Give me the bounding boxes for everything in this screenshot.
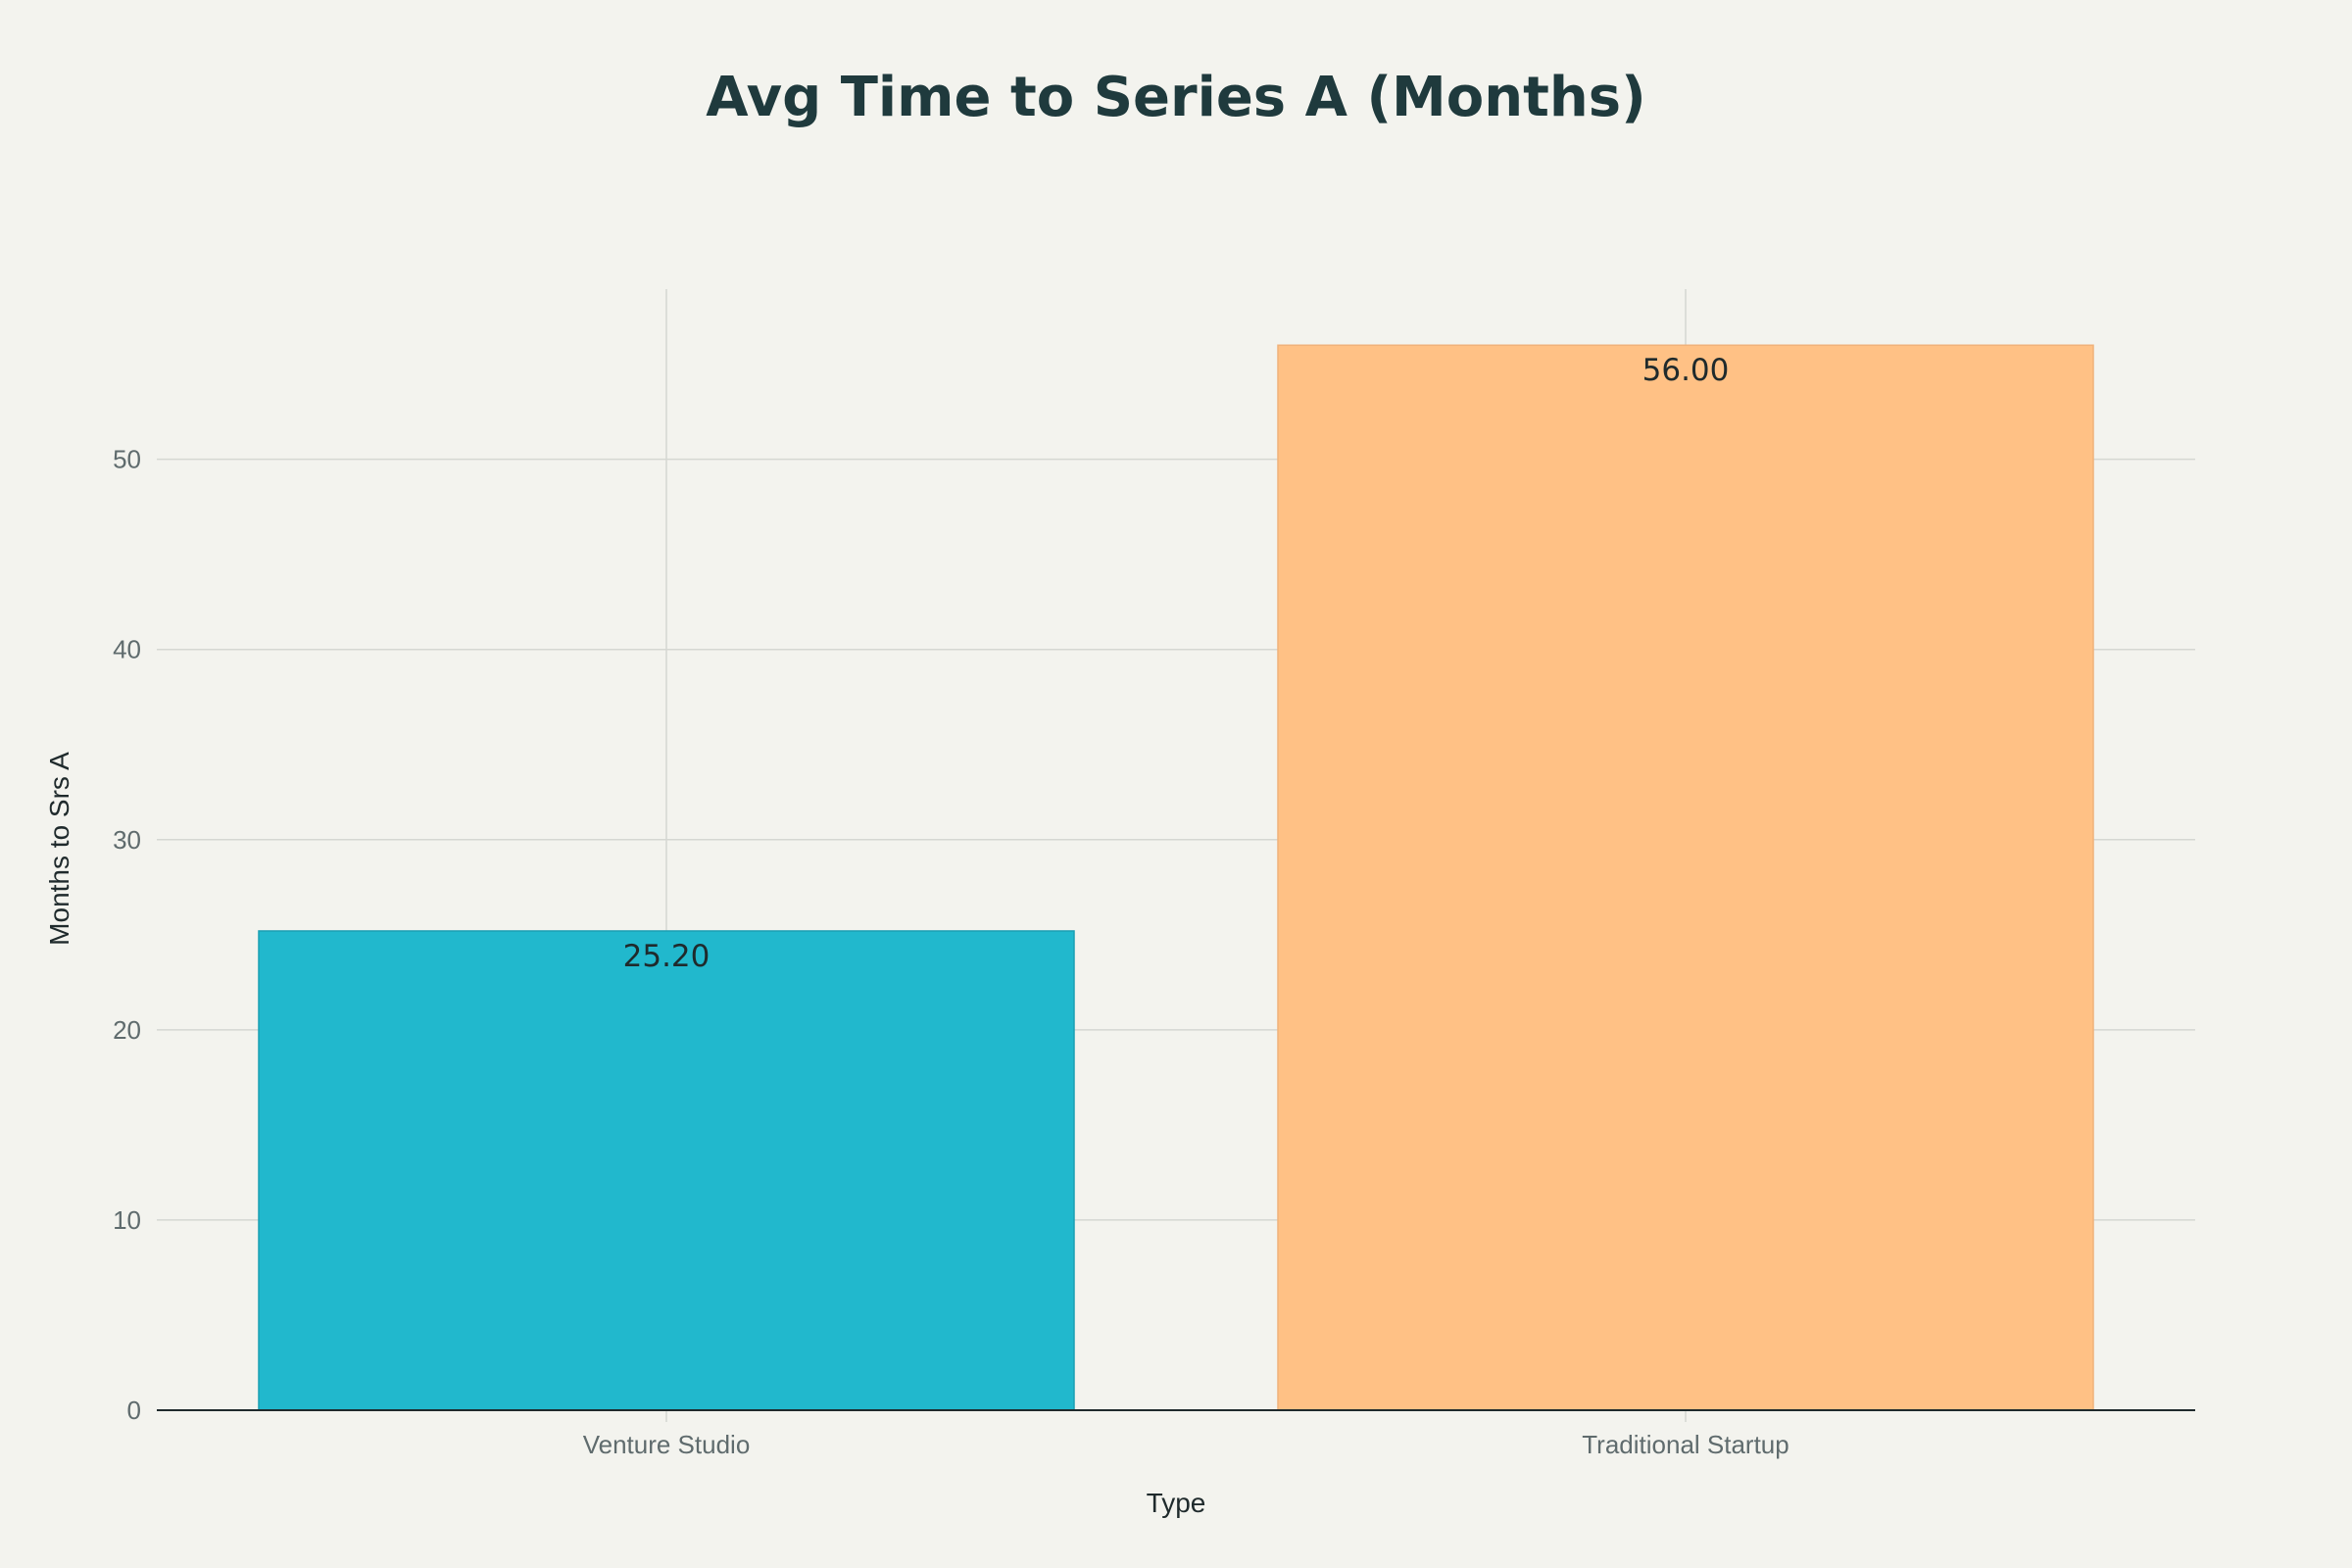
data-label: 25.20	[623, 939, 710, 974]
x-tick-label: Traditional Startup	[1582, 1430, 1788, 1459]
data-labels: 25.20 56.00	[623, 353, 1730, 974]
y-tick-label: 0	[127, 1396, 141, 1425]
axes: 0 10 20 30 40 50 Venture Studio Traditional Sta…	[113, 445, 2195, 1459]
y-tick-label: 30	[113, 825, 141, 855]
x-tick-label: Venture Studio	[583, 1430, 751, 1459]
bars	[258, 344, 2094, 1411]
y-tick-label: 10	[113, 1205, 141, 1235]
y-tick-label: 20	[113, 1015, 141, 1045]
bar-traditional-startup	[1277, 344, 2094, 1411]
bar-venture-studio	[258, 930, 1075, 1411]
y-axis-title: Months to Srs A	[44, 752, 74, 946]
chart-title: Avg Time to Series A (Months)	[706, 66, 1645, 129]
x-axis-title: Type	[1147, 1488, 1206, 1518]
y-tick-label: 40	[113, 635, 141, 664]
y-tick-label: 50	[113, 445, 141, 474]
data-label: 56.00	[1642, 353, 1730, 388]
